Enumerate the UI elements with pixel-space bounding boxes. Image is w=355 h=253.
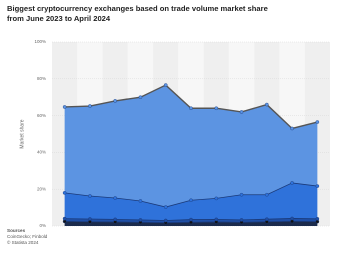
chart-title: Biggest cryptocurrency exchanges based o…	[7, 4, 268, 23]
point	[315, 120, 320, 124]
point	[214, 196, 219, 201]
point	[163, 205, 168, 209]
area	[64, 85, 318, 208]
y-tick-label: 20%	[37, 186, 46, 191]
y-tick-label: 80%	[37, 76, 46, 81]
point	[315, 217, 320, 221]
point	[290, 181, 294, 185]
point	[189, 106, 193, 111]
point	[138, 218, 143, 222]
point	[163, 218, 168, 223]
point	[214, 217, 219, 222]
point	[88, 217, 92, 221]
point	[315, 184, 320, 188]
point	[138, 199, 143, 203]
y-tick-label: 0%	[39, 223, 46, 228]
point	[189, 198, 193, 203]
point	[290, 219, 294, 224]
point	[88, 104, 92, 108]
y-tick-label: 60%	[37, 113, 46, 118]
point	[62, 191, 67, 195]
point	[113, 217, 117, 222]
point	[113, 196, 117, 200]
point	[62, 216, 67, 221]
point	[189, 217, 193, 222]
y-tick-label: 40%	[37, 150, 46, 155]
point	[290, 126, 294, 131]
point	[138, 95, 143, 99]
y-tick-label: 100%	[34, 39, 46, 44]
source-heading: Sources	[7, 228, 26, 233]
point	[214, 106, 219, 111]
point	[163, 83, 168, 87]
point	[265, 217, 269, 221]
point	[265, 192, 269, 197]
copyright: © Statista 2024	[7, 239, 39, 245]
point	[265, 102, 269, 107]
point	[62, 105, 67, 109]
sources: CoinGecko; Finbold	[7, 234, 48, 239]
point	[113, 99, 117, 103]
y-axis-title: Market share	[19, 119, 25, 148]
point	[239, 110, 244, 114]
point	[88, 194, 92, 198]
point	[239, 218, 244, 222]
point	[290, 216, 294, 221]
point	[239, 192, 244, 197]
